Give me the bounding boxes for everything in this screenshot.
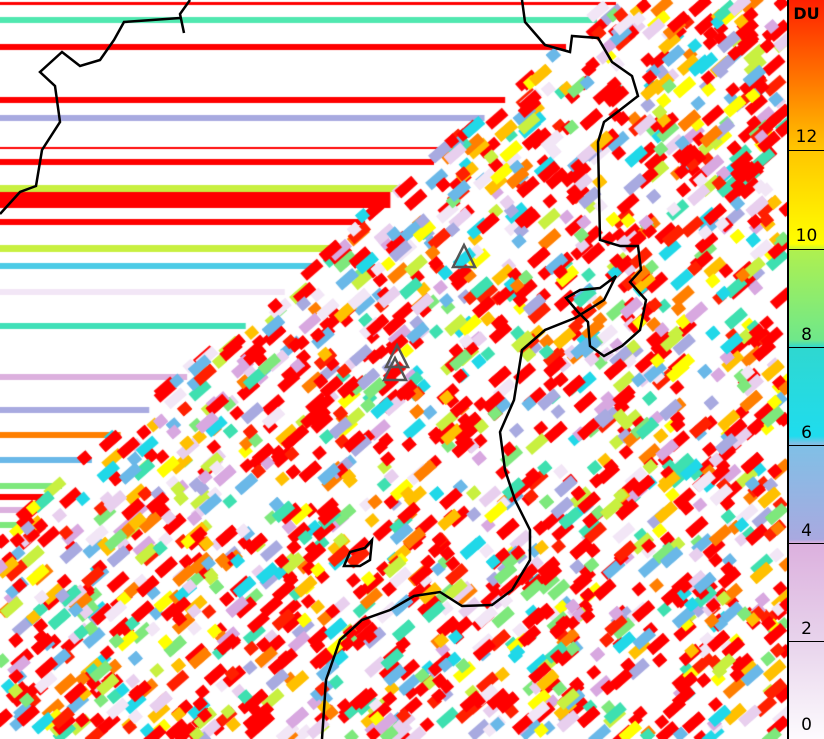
coastline-layer [0,0,648,739]
colorbar-tick-label: 8 [801,325,812,345]
colorbar-tick-label: 2 [801,619,812,639]
colorbar-tick [789,543,824,544]
so2-pixel-layer [0,0,787,739]
colorbar-tick [789,641,824,642]
volcano-triangle-icon [383,342,411,369]
coastline-east [320,0,648,739]
colorbar-unit-label: DU [793,4,820,23]
volcano-triangle-icon [450,242,478,269]
colorbar-tick-label: 6 [801,423,812,443]
colorbar-tick-label: 4 [801,521,812,541]
colorbar-tick [789,249,824,250]
volcano-triangle-icon [381,355,409,382]
colorbar-tick-label: 0 [801,715,812,735]
coastline-west [0,0,192,215]
map-panel [0,0,787,739]
colorbar-tick [789,347,824,348]
colorbar-gradient [789,0,824,739]
colorbar: DU 0 2 4 6 8 10 12 [787,0,824,739]
coastline-island [342,536,374,568]
colorbar-tick-label: 12 [795,127,818,147]
colorbar-tick [789,150,824,151]
colorbar-tick-label: 10 [795,226,818,246]
volcano-markers [381,242,478,382]
colorbar-tick [789,445,824,446]
